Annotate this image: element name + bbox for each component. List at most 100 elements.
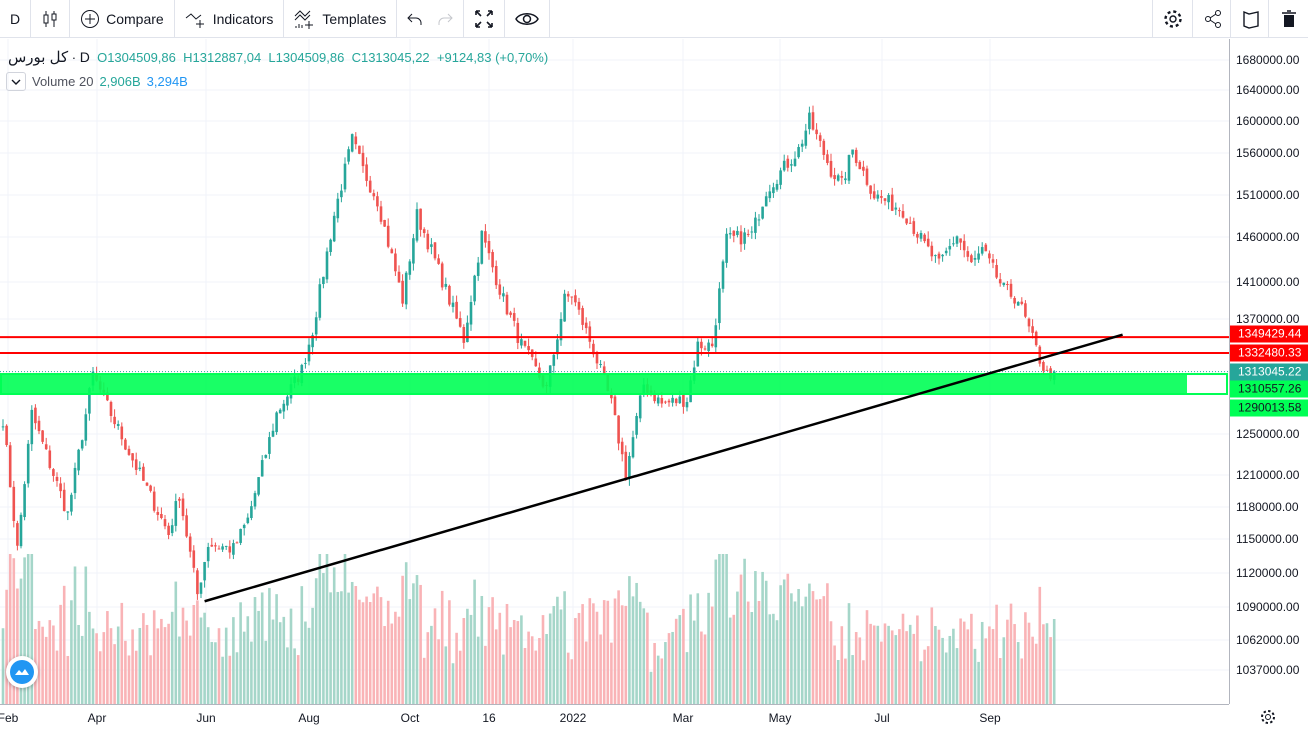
candle-body bbox=[286, 396, 289, 406]
volume-bar bbox=[174, 581, 178, 704]
volume-bar bbox=[314, 578, 318, 704]
volume-bar bbox=[804, 596, 808, 704]
candle-body bbox=[926, 238, 930, 247]
indicators-icon bbox=[185, 12, 204, 28]
candle-body bbox=[422, 229, 426, 234]
tradingview-logo[interactable] bbox=[6, 656, 38, 688]
snapshot-button[interactable] bbox=[1230, 0, 1270, 38]
candle-body bbox=[462, 327, 466, 343]
visibility-button[interactable] bbox=[505, 0, 551, 38]
candle-body bbox=[278, 409, 282, 414]
candle-body bbox=[145, 482, 149, 486]
volume-bar bbox=[95, 633, 98, 704]
candle-body bbox=[250, 506, 253, 519]
volume-bar bbox=[271, 619, 275, 704]
time-axis[interactable]: Feb Apr Jun Aug Oct 16 2022 Mar May Jul Sep bbox=[0, 704, 1275, 730]
settings-button[interactable] bbox=[1152, 0, 1192, 38]
axis-settings-button[interactable] bbox=[1260, 709, 1276, 730]
candle-body bbox=[473, 275, 476, 302]
volume-bar bbox=[1052, 619, 1056, 704]
candle-body bbox=[343, 163, 347, 190]
volume-bar bbox=[811, 591, 815, 704]
candle-body bbox=[836, 175, 840, 181]
candle-body bbox=[822, 140, 826, 155]
volume-bar bbox=[844, 658, 847, 704]
candle-body bbox=[671, 397, 674, 403]
trend-line bbox=[204, 333, 1123, 603]
volume-bar bbox=[80, 635, 84, 704]
volume-bar bbox=[192, 605, 196, 704]
volume-bar bbox=[955, 648, 959, 704]
candle-body bbox=[116, 424, 120, 426]
volume-bar bbox=[170, 611, 174, 704]
volume-bar bbox=[376, 586, 379, 704]
volume-bar bbox=[354, 586, 358, 704]
undo-icon[interactable] bbox=[407, 11, 423, 27]
volume-bar bbox=[1016, 642, 1020, 704]
volume-bar bbox=[948, 635, 952, 704]
candle-body bbox=[779, 170, 782, 185]
volume-bar bbox=[484, 645, 487, 704]
volume-bar bbox=[232, 617, 235, 704]
volume-bar bbox=[642, 608, 646, 704]
candle-body bbox=[109, 401, 113, 416]
volume-bar bbox=[145, 624, 149, 704]
indicators-label: Indicators bbox=[212, 10, 274, 27]
volume-bar bbox=[635, 582, 638, 704]
volume-bar bbox=[890, 630, 894, 704]
fullscreen-button[interactable] bbox=[464, 0, 506, 38]
volume-bar bbox=[980, 621, 984, 704]
chart-pane[interactable]: کل بورس · D O1304509,86 H1312887,04 L130… bbox=[0, 39, 1229, 704]
collapse-legend-button[interactable] bbox=[6, 72, 26, 91]
volume-bar bbox=[116, 626, 120, 704]
volume-bar bbox=[833, 645, 836, 704]
compare-button[interactable]: Compare bbox=[70, 0, 175, 38]
candle-body bbox=[628, 456, 631, 479]
volume-bar bbox=[739, 574, 743, 704]
volume-bar bbox=[44, 636, 48, 704]
volume-bar bbox=[689, 594, 692, 704]
volume-bar bbox=[991, 629, 995, 704]
volume-bar bbox=[509, 627, 512, 704]
time-label: Apr bbox=[87, 711, 107, 725]
volume-bar bbox=[919, 661, 923, 704]
price-chart[interactable] bbox=[0, 39, 1229, 704]
templates-button[interactable]: Templates bbox=[284, 0, 398, 38]
volume-bar bbox=[570, 659, 574, 704]
price-axis[interactable]: 1680000.00 1640000.00 1600000.00 1560000.00… bbox=[1229, 39, 1308, 704]
candle-body bbox=[934, 255, 937, 257]
candle-body bbox=[62, 489, 66, 511]
candle-body bbox=[188, 536, 192, 552]
redo-icon[interactable] bbox=[437, 11, 453, 27]
price-label: 1120000.00 bbox=[1236, 566, 1299, 580]
candle-body bbox=[1027, 318, 1031, 327]
symbol-interval: D bbox=[79, 49, 90, 65]
volume-bar bbox=[559, 609, 563, 704]
delete-button[interactable] bbox=[1268, 0, 1308, 38]
interval-button[interactable]: D bbox=[0, 0, 32, 38]
candle-body bbox=[41, 430, 44, 442]
candle-body bbox=[311, 335, 314, 348]
volume-bar bbox=[127, 655, 131, 704]
volume-bar bbox=[923, 649, 926, 704]
candle-body bbox=[570, 296, 574, 298]
candle-body bbox=[1024, 303, 1027, 317]
share-button[interactable] bbox=[1192, 0, 1232, 38]
candle-body bbox=[876, 194, 880, 199]
candle-body bbox=[923, 234, 926, 242]
volume-bar bbox=[332, 567, 336, 704]
candle-body bbox=[253, 493, 257, 507]
candle-body bbox=[206, 546, 210, 562]
price-label: 1037000.00 bbox=[1236, 663, 1300, 677]
candle-body bbox=[433, 242, 437, 259]
volume-legend: Volume 20 2,906B 3,294B bbox=[6, 72, 188, 91]
volume-bar bbox=[102, 632, 106, 704]
chart-type-button[interactable] bbox=[31, 0, 71, 38]
volume-bar bbox=[358, 599, 361, 704]
candle-body bbox=[246, 517, 250, 524]
indicators-button[interactable]: Indicators bbox=[175, 0, 285, 38]
candle-body bbox=[386, 225, 390, 247]
candle-body bbox=[314, 317, 318, 335]
price-label: 1410000.00 bbox=[1236, 275, 1300, 289]
candle-body bbox=[232, 543, 235, 555]
